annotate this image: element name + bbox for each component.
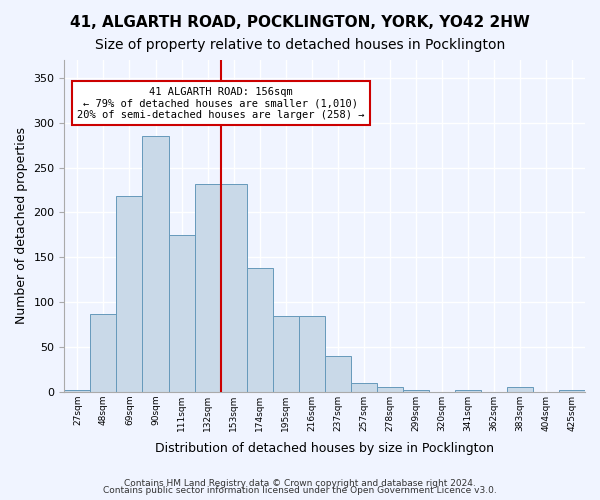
Bar — [169, 235, 194, 392]
Bar — [377, 388, 403, 392]
Text: 41 ALGARTH ROAD: 156sqm
← 79% of detached houses are smaller (1,010)
20% of semi: 41 ALGARTH ROAD: 156sqm ← 79% of detache… — [77, 86, 364, 120]
Text: Contains public sector information licensed under the Open Government Licence v3: Contains public sector information licen… — [103, 486, 497, 495]
Bar — [299, 316, 325, 392]
Text: Contains HM Land Registry data © Crown copyright and database right 2024.: Contains HM Land Registry data © Crown c… — [124, 478, 476, 488]
Bar — [91, 314, 116, 392]
Bar — [194, 184, 221, 392]
Bar — [221, 184, 247, 392]
Bar — [455, 390, 481, 392]
Bar — [351, 383, 377, 392]
Bar — [507, 388, 533, 392]
Bar — [403, 390, 429, 392]
Bar — [247, 268, 272, 392]
X-axis label: Distribution of detached houses by size in Pocklington: Distribution of detached houses by size … — [155, 442, 494, 455]
Bar — [559, 390, 585, 392]
Bar — [325, 356, 351, 392]
Y-axis label: Number of detached properties: Number of detached properties — [15, 128, 28, 324]
Text: 41, ALGARTH ROAD, POCKLINGTON, YORK, YO42 2HW: 41, ALGARTH ROAD, POCKLINGTON, YORK, YO4… — [70, 15, 530, 30]
Text: Size of property relative to detached houses in Pocklington: Size of property relative to detached ho… — [95, 38, 505, 52]
Bar — [116, 196, 142, 392]
Bar — [272, 316, 299, 392]
Bar — [64, 390, 91, 392]
Bar — [142, 136, 169, 392]
